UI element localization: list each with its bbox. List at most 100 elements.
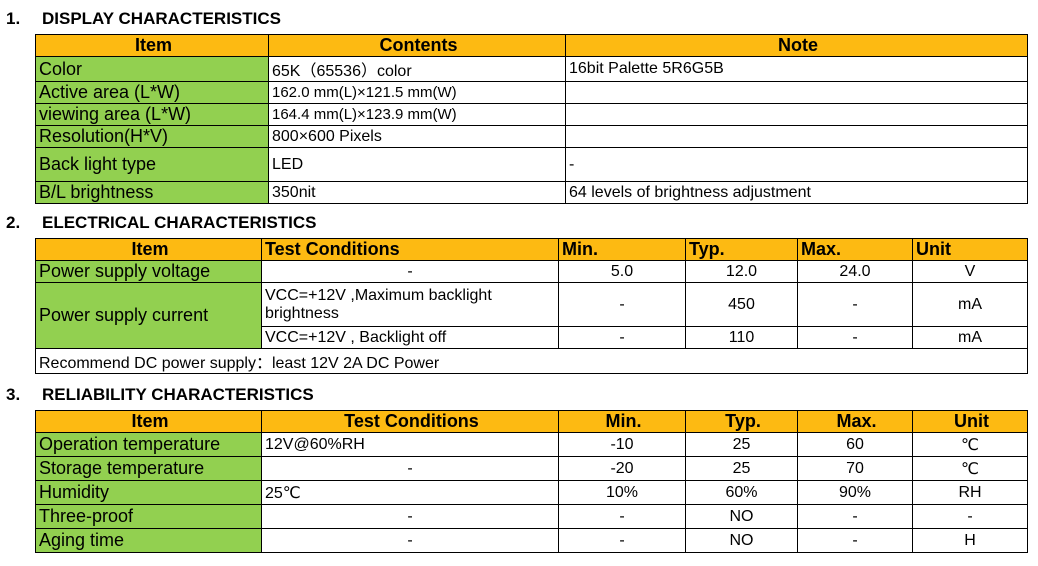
section-title-text: DISPLAY CHARACTERISTICS [42, 9, 281, 28]
header-unit: Unit [912, 238, 1028, 261]
row-note: - [565, 147, 1028, 182]
row-unit: mA [912, 282, 1028, 327]
row-note [565, 81, 1028, 104]
row-max: - [797, 504, 913, 529]
row-min: - [558, 326, 686, 349]
table-header-row: Item Contents Note [35, 34, 1028, 57]
header-max: Max. [797, 410, 913, 433]
row-unit: H [912, 528, 1028, 553]
row-max: 60 [797, 432, 913, 457]
table-row: Color 65K（65536）color 16bit Palette 5R6G… [35, 56, 1028, 82]
row-max: 70 [797, 456, 913, 481]
row-unit: ℃ [912, 432, 1028, 457]
row-contents: 350nit [268, 181, 566, 204]
header-unit: Unit [912, 410, 1028, 433]
section-number: 3. [6, 385, 21, 404]
power-supply-note: Recommend DC power supply：least 12V 2A D… [35, 348, 1028, 374]
row-min: -10 [558, 432, 686, 457]
row-min: -20 [558, 456, 686, 481]
row-unit: RH [912, 480, 1028, 505]
header-item: Item [35, 238, 262, 261]
row-contents: LED [268, 147, 566, 182]
row-typ: 60% [685, 480, 798, 505]
row-item: viewing area (L*W) [35, 103, 269, 126]
row-item: Humidity [35, 480, 262, 505]
header-typ: Typ. [685, 410, 798, 433]
row-typ: 450 [685, 282, 798, 327]
section-title-display: 1. DISPLAY CHARACTERISTICS [6, 8, 281, 30]
row-typ: NO [685, 528, 798, 553]
row-item: Back light type [35, 147, 269, 182]
row-typ: 12.0 [685, 260, 798, 283]
section-title-text: ELECTRICAL CHARACTERISTICS [42, 213, 317, 232]
row-typ: NO [685, 504, 798, 529]
row-min: - [558, 504, 686, 529]
row-item: Color [35, 56, 269, 82]
table-row: Back light type LED - [35, 147, 1028, 182]
row-max: - [797, 528, 913, 553]
table-row: B/L brightness 350nit 64 levels of brigh… [35, 181, 1028, 204]
header-test-conditions: Test Conditions [261, 238, 559, 261]
row-unit: mA [912, 326, 1028, 349]
row-max: 90% [797, 480, 913, 505]
row-note [565, 103, 1028, 126]
section-title-reliability: 3. RELIABILITY CHARACTERISTICS [6, 384, 314, 406]
header-item: Item [35, 34, 269, 57]
row-item: B/L brightness [35, 181, 269, 204]
row-max: - [797, 326, 913, 349]
section-number: 2. [6, 213, 21, 232]
row-item: Resolution(H*V) [35, 125, 269, 148]
table-note-row: Recommend DC power supply：least 12V 2A D… [35, 348, 1028, 374]
table-row: Active area (L*W) 162.0 mm(L)×121.5 mm(W… [35, 81, 1028, 104]
row-contents: 164.4 mm(L)×123.9 mm(W) [268, 103, 566, 126]
row-typ: 25 [685, 456, 798, 481]
table-row: Humidity 25℃ 10% 60% 90% RH [35, 480, 1028, 505]
row-test-conditions: - [261, 456, 559, 481]
row-item: Power supply current [35, 282, 262, 349]
row-test-conditions: 12V@60%RH [261, 432, 559, 457]
row-contents: 162.0 mm(L)×121.5 mm(W) [268, 81, 566, 104]
row-note: 16bit Palette 5R6G5B [565, 56, 1028, 82]
table-row: Resolution(H*V) 800×600 Pixels [35, 125, 1028, 148]
reliability-characteristics-table: Item Test Conditions Min. Typ. Max. Unit… [35, 410, 1028, 553]
row-min: 5.0 [558, 260, 686, 283]
row-test-conditions: - [261, 528, 559, 553]
header-contents: Contents [268, 34, 566, 57]
row-item: Aging time [35, 528, 262, 553]
row-test-conditions: - [261, 260, 559, 283]
table-header-row: Item Test Conditions Min. Typ. Max. Unit [35, 238, 1028, 261]
row-test-conditions: - [261, 504, 559, 529]
table-row: viewing area (L*W) 164.4 mm(L)×123.9 mm(… [35, 103, 1028, 126]
header-typ: Typ. [685, 238, 798, 261]
electrical-characteristics-table: Item Test Conditions Min. Typ. Max. Unit… [35, 238, 1028, 374]
table-row: Power supply voltage - 5.0 12.0 24.0 V [35, 260, 1028, 283]
header-note: Note [565, 34, 1028, 57]
row-max: 24.0 [797, 260, 913, 283]
row-min: 10% [558, 480, 686, 505]
section-title-text: RELIABILITY CHARACTERISTICS [42, 385, 314, 404]
header-item: Item [35, 410, 262, 433]
row-unit: ℃ [912, 456, 1028, 481]
row-test-conditions: 25℃ [261, 480, 559, 505]
header-min: Min. [558, 238, 686, 261]
row-unit: V [912, 260, 1028, 283]
row-min: - [558, 282, 686, 327]
display-characteristics-table: Item Contents Note Color 65K（65536）color… [35, 34, 1028, 204]
table-row: Operation temperature 12V@60%RH -10 25 6… [35, 432, 1028, 457]
row-item: Operation temperature [35, 432, 262, 457]
table-row: Aging time - - NO - H [35, 528, 1028, 553]
row-note: 64 levels of brightness adjustment [565, 181, 1028, 204]
table-row: Three-proof - - NO - - [35, 504, 1028, 529]
section-title-electrical: 2. ELECTRICAL CHARACTERISTICS [6, 212, 317, 234]
row-item: Power supply voltage [35, 260, 262, 283]
row-item: Storage temperature [35, 456, 262, 481]
header-test-conditions: Test Conditions [261, 410, 559, 433]
table-row: Power supply current VCC=+12V ,Maximum b… [35, 282, 1028, 349]
row-item: Three-proof [35, 504, 262, 529]
header-min: Min. [558, 410, 686, 433]
table-header-row: Item Test Conditions Min. Typ. Max. Unit [35, 410, 1028, 433]
row-test-conditions: VCC=+12V ,Maximum backlight brightness [261, 282, 559, 327]
row-item: Active area (L*W) [35, 81, 269, 104]
row-typ: 25 [685, 432, 798, 457]
row-note [565, 125, 1028, 148]
